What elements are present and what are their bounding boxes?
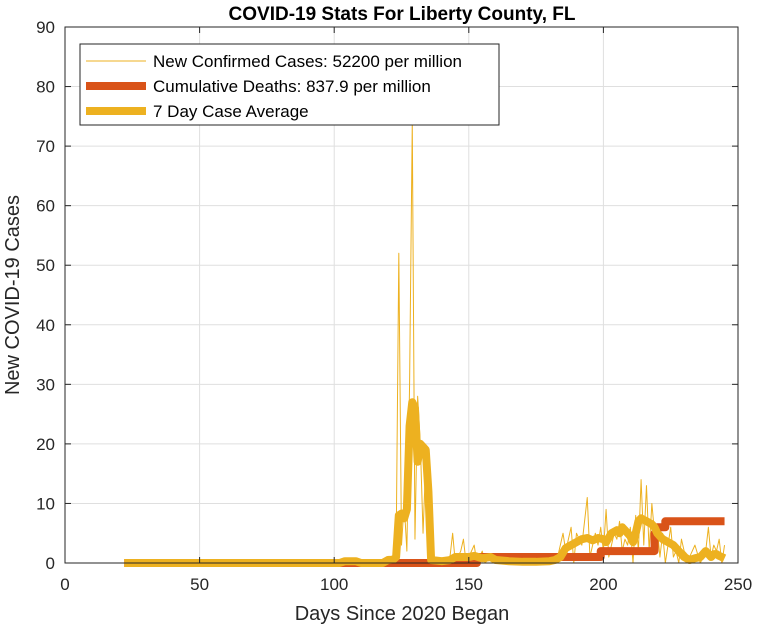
series-7-day-average	[124, 398, 727, 567]
ticks	[64, 26, 739, 564]
y-tick-label: 90	[36, 18, 55, 37]
plot-frame	[64, 26, 739, 564]
y-tick-label: 30	[36, 375, 55, 394]
x-tick-label: 0	[60, 575, 69, 594]
y-tick-label: 10	[36, 494, 55, 513]
chart-title: COVID-19 Stats For Liberty County, FL	[229, 4, 576, 25]
x-axis-label: Days Since 2020 Began	[295, 603, 510, 625]
tick-labels: 0 50 100 150 200 250 0 10 20 30 40 50 60 70 80 90	[36, 18, 752, 594]
y-tick-label: 60	[36, 197, 55, 216]
y-tick-label: 50	[36, 256, 55, 275]
series-layer	[124, 121, 727, 567]
legend-label-cumulative-deaths: Cumulative Deaths: 837.9 per million	[153, 77, 431, 96]
x-tick-label: 50	[190, 575, 209, 594]
x-tick-label: 250	[724, 575, 752, 594]
legend: New Confirmed Cases: 52200 per million C…	[79, 43, 500, 126]
legend-box	[79, 43, 500, 126]
y-tick-label: 70	[36, 137, 55, 156]
y-axis-label: New COVID-19 Cases	[2, 195, 24, 395]
series-new-confirmed-cases	[124, 121, 726, 564]
legend-label-new-cases: New Confirmed Cases: 52200 per million	[153, 52, 462, 71]
legend-label-7-day-average: 7 Day Case Average	[153, 102, 309, 121]
y-tick-label: 0	[46, 554, 55, 573]
y-tick-label: 80	[36, 78, 55, 97]
y-tick-label: 20	[36, 435, 55, 454]
x-tick-label: 100	[320, 575, 348, 594]
y-tick-label: 40	[36, 316, 55, 335]
x-tick-label: 150	[455, 575, 483, 594]
x-tick-label: 200	[589, 575, 617, 594]
